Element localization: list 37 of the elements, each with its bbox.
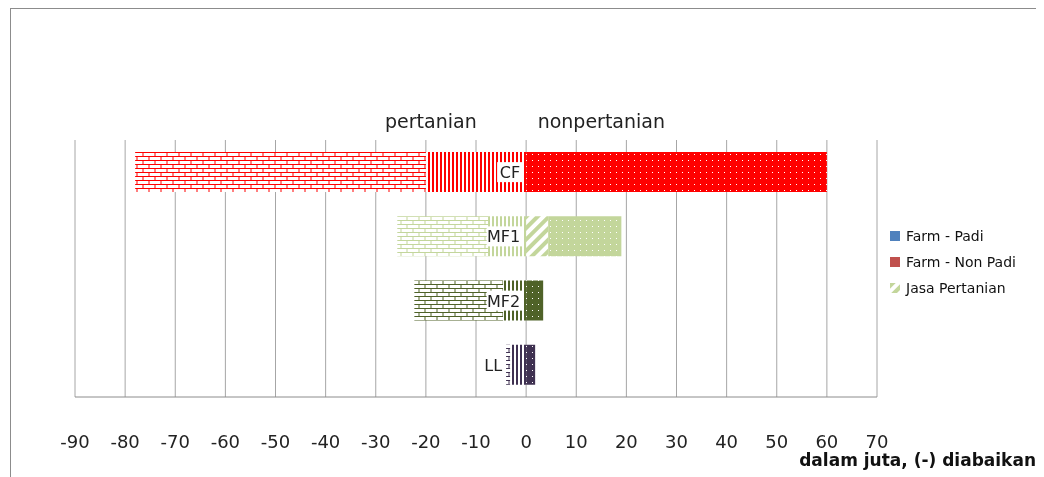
y-tick-label: LL bbox=[484, 355, 503, 375]
bar bbox=[526, 152, 827, 192]
x-tick-label: -20 bbox=[411, 430, 441, 452]
x-tick-label: 50 bbox=[765, 430, 789, 452]
x-tick-label: 30 bbox=[665, 430, 688, 452]
bar bbox=[135, 152, 426, 192]
x-axis-title: dalam juta, (-) diabaikan bbox=[799, 450, 1036, 470]
x-tick-label: -70 bbox=[160, 430, 190, 452]
x-tick-label: -60 bbox=[210, 430, 241, 452]
text: Jasa Pertanian bbox=[906, 280, 1006, 296]
x-tick-label: 40 bbox=[715, 430, 739, 452]
y-tick-label: MF2 bbox=[486, 291, 521, 311]
bar bbox=[526, 280, 544, 321]
x-tick-label: 60 bbox=[815, 430, 839, 452]
bar bbox=[548, 216, 622, 257]
x-tick-label: -40 bbox=[310, 430, 341, 452]
x-tick-label: -80 bbox=[110, 430, 140, 452]
legend-label: Farm - Padi bbox=[906, 228, 984, 244]
bar bbox=[425, 152, 527, 192]
legend-label: Farm - Non Padi bbox=[906, 254, 1016, 270]
y-tick-label: MF1 bbox=[486, 227, 521, 247]
bar bbox=[526, 344, 536, 385]
text: pertanian bbox=[384, 110, 478, 132]
x-tick-label: 70 bbox=[865, 430, 889, 452]
bar bbox=[397, 216, 489, 257]
x-tick-label: 0 bbox=[520, 430, 532, 452]
x-tick-label: -30 bbox=[361, 430, 391, 452]
y-tick-label: CF bbox=[499, 163, 521, 183]
bar bbox=[526, 216, 549, 257]
x-tick-label: -50 bbox=[260, 430, 291, 452]
text: nonpertanian bbox=[536, 110, 666, 132]
x-tick-label: 10 bbox=[564, 430, 588, 452]
bar bbox=[510, 344, 527, 385]
x-tick-label: -10 bbox=[461, 430, 491, 452]
bar bbox=[506, 344, 511, 385]
x-tick-label: 20 bbox=[614, 430, 638, 452]
x-tick-label: -90 bbox=[60, 430, 90, 452]
